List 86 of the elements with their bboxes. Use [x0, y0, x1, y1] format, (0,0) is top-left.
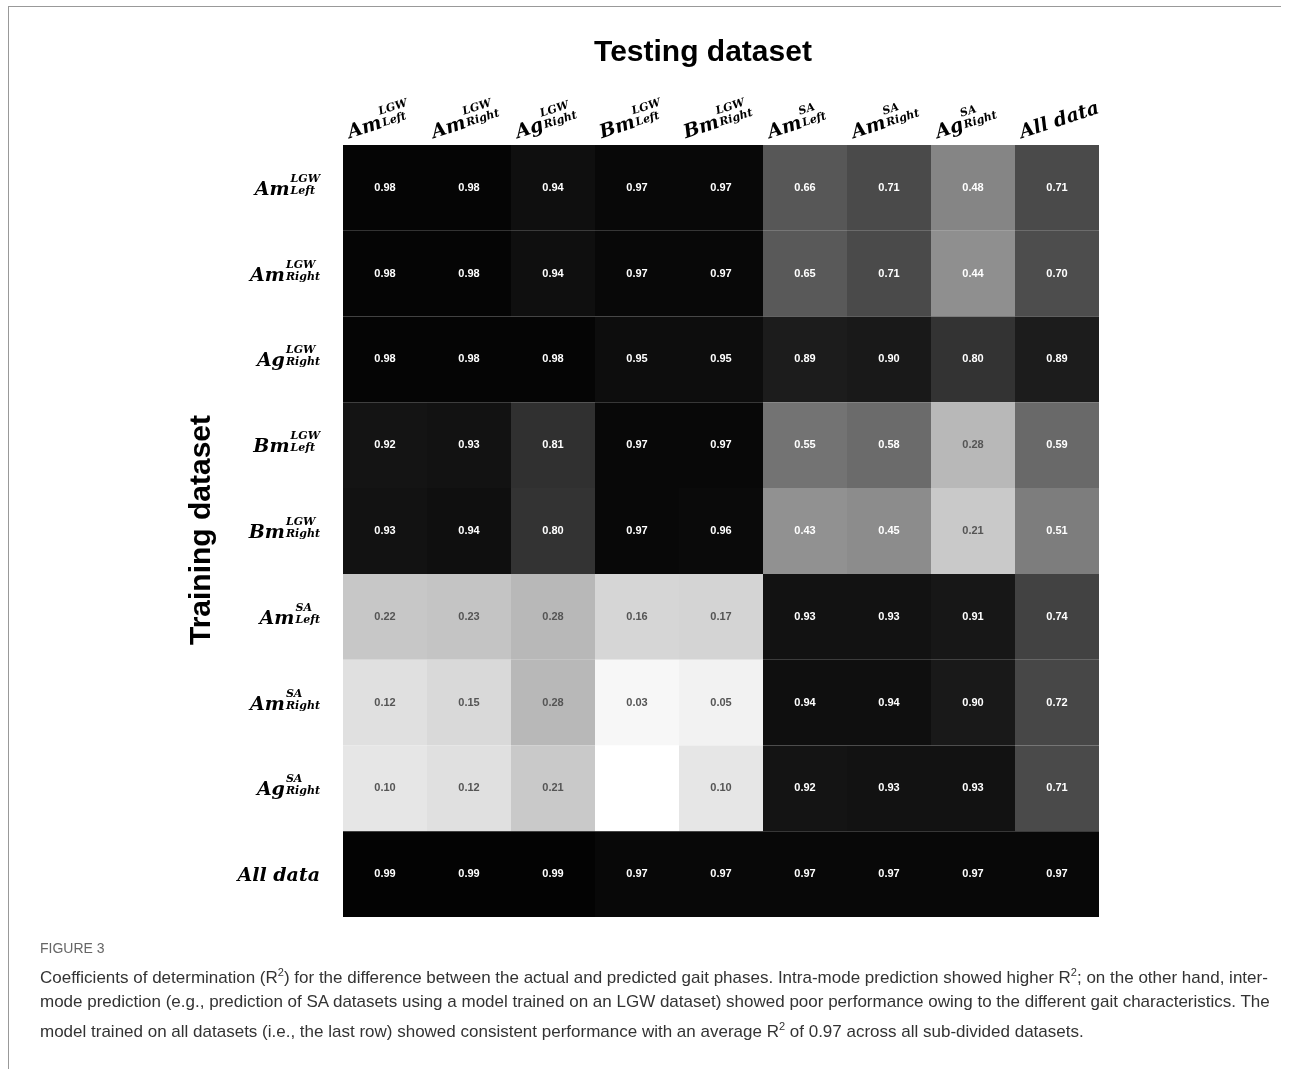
- data-label: 0.93: [878, 609, 900, 622]
- data-label: 0.97: [626, 438, 648, 451]
- data-label: 0.97: [878, 867, 900, 880]
- text: Coefficients of determination (R$^{2}$) for the difference between the actual and predicted gait phases. Intra-mode prediction showed higher R$^{2}$; on the other hand, inter-mode prediction (e.g., prediction of SA datasets using a model trained on an LGW dataset) showed poor performance owing to the different gait characteristics. The model trained on all datasets (i.e., the last row) showed consistent performance with an average R$^{2}$ of 0.97 across all sub-divided datasets.: [40, 966, 1270, 1041]
- data-label: 0.97: [1046, 867, 1068, 880]
- data-label: 0.93: [962, 781, 984, 794]
- data-label: 0.97: [710, 438, 732, 451]
- data-label: 0.98: [458, 180, 480, 193]
- y-axis-title: Training dataset: [183, 414, 217, 646]
- data-label: 0.97: [710, 180, 732, 193]
- data-label: 0.98: [458, 266, 480, 279]
- data-label: 0.70: [1046, 266, 1068, 279]
- data-label: 0.21: [962, 524, 984, 537]
- data-label: 0.93: [878, 781, 900, 794]
- data-label: 0.22: [374, 609, 396, 622]
- data-label: 0.96: [710, 524, 732, 537]
- data-label: 0.93: [794, 609, 816, 622]
- data-label: 0.92: [794, 781, 816, 794]
- y-tick-label: All data: [237, 863, 320, 886]
- data-label: 0.05: [710, 695, 732, 708]
- data-label: 0.71: [878, 266, 900, 279]
- data-label: 0.51: [1046, 524, 1068, 537]
- data-label: 0.99: [542, 867, 564, 880]
- data-label: 0.94: [542, 266, 565, 279]
- data-label: 0.97: [626, 867, 648, 880]
- data-label: 0.97: [626, 266, 648, 279]
- data-label: 0.28: [542, 695, 564, 708]
- data-label: 0.03: [626, 695, 648, 708]
- data-label: 0.23: [458, 609, 480, 622]
- data-label: 0.98: [458, 352, 480, 365]
- data-label: 0.95: [626, 352, 648, 365]
- data-label: 0.74: [1046, 609, 1069, 622]
- data-label: 0.45: [878, 524, 900, 537]
- data-label: 0.92: [374, 438, 396, 451]
- data-label: 0.80: [962, 352, 984, 365]
- data-label: 0.55: [794, 438, 816, 451]
- data-label: 0.93: [374, 524, 396, 537]
- data-label: 0.94: [794, 695, 817, 708]
- data-label: 0.16: [626, 609, 648, 622]
- data-label: 0.21: [542, 781, 564, 794]
- data-label: 0.12: [374, 695, 396, 708]
- data-label: 0.89: [1046, 352, 1068, 365]
- data-label: 0.81: [542, 438, 564, 451]
- data-label: 0.43: [794, 524, 816, 537]
- data-label: 0.98: [374, 352, 396, 365]
- data-label: 0.17: [710, 609, 732, 622]
- data-label: 0.28: [542, 609, 564, 622]
- data-label: 0.80: [542, 524, 564, 537]
- data-label: 0.58: [878, 438, 900, 451]
- data-label: 0.97: [710, 867, 732, 880]
- data-label: 0.97: [626, 180, 648, 193]
- data-label: 0.72: [1046, 695, 1068, 708]
- data-label: 0.91: [962, 609, 984, 622]
- data-label: 0.12: [458, 781, 480, 794]
- data-label: 0.94: [878, 695, 901, 708]
- data-label: 0.15: [458, 695, 480, 708]
- data-label: 0.66: [794, 180, 816, 193]
- data-label: 0.71: [878, 180, 900, 193]
- data-label: 0.48: [962, 180, 984, 193]
- data-label: 0.98: [542, 352, 564, 365]
- data-label: 0.59: [1046, 438, 1068, 451]
- data-label: 0.99: [458, 867, 480, 880]
- data-label: 0.10: [374, 781, 396, 794]
- data-label: 0.94: [542, 180, 565, 193]
- data-label: 0.97: [962, 867, 984, 880]
- data-label: 0.99: [374, 867, 396, 880]
- caption: FIGURE 3: [40, 940, 105, 956]
- data-label: 0.89: [794, 352, 816, 365]
- data-label: 0.97: [710, 266, 732, 279]
- data-label: 0.44: [962, 266, 985, 279]
- x-tick-label: All data: [1016, 95, 1102, 142]
- data-label: 0.95: [710, 352, 732, 365]
- data-label: 0.90: [962, 695, 984, 708]
- data-label: 0.28: [962, 438, 984, 451]
- chart-title: Testing dataset: [593, 34, 813, 68]
- data-label: 0.65: [794, 266, 816, 279]
- data-label: 0.97: [626, 524, 648, 537]
- data-label: 0.71: [1046, 180, 1068, 193]
- data-label: 0.10: [710, 781, 732, 794]
- data-label: 0.71: [1046, 781, 1068, 794]
- data-label: 0.94: [458, 524, 481, 537]
- data-label: 0.90: [878, 352, 900, 365]
- data-label: 0.98: [374, 180, 396, 193]
- data-label: 0.98: [374, 266, 396, 279]
- data-label: 0.97: [794, 867, 816, 880]
- data-label: 0.93: [458, 438, 480, 451]
